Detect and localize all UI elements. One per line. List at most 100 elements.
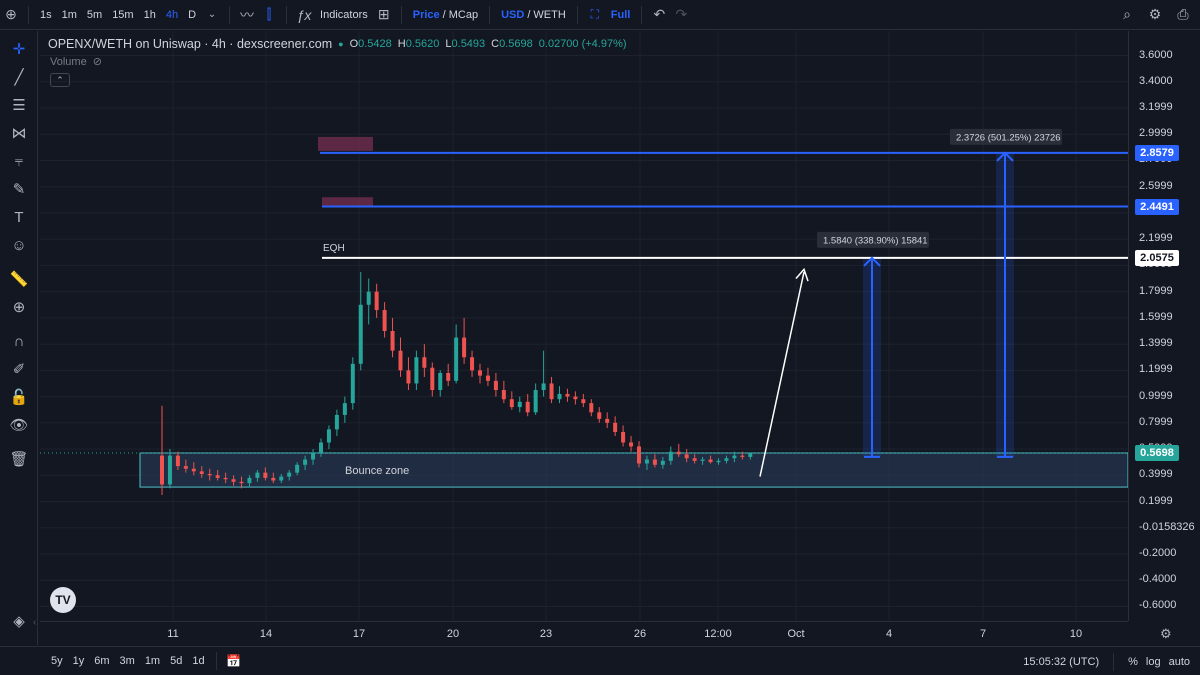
measure-arrow-head (996, 151, 1014, 162)
horizontal-lines-icon[interactable]: ☰ (12, 97, 26, 114)
candle-body (509, 399, 514, 408)
candle-body (191, 468, 196, 472)
range-5d[interactable]: 5d (170, 655, 183, 667)
range-5y[interactable]: 5y (51, 655, 63, 667)
text-tool-icon[interactable]: T (14, 208, 24, 226)
eye-icon[interactable]: 👁 (9, 417, 29, 434)
candle-body (271, 477, 276, 481)
time-tick-label: 26 (633, 628, 647, 640)
log-toggle[interactable]: log (1145, 655, 1161, 668)
time-tick-label: 4 (885, 628, 893, 640)
candle-body (565, 393, 570, 397)
utc-clock[interactable]: 15:05:32 (UTC) (1023, 655, 1100, 668)
interval-1h[interactable]: 1h (143, 8, 156, 21)
eye-hidden-icon[interactable]: ⊘ (92, 56, 102, 68)
candle-body (183, 466, 188, 469)
symbol-title[interactable]: OPENX/WETH on Uniswap · 4h · dexscreener… (48, 37, 333, 51)
range-1d[interactable]: 1d (192, 655, 205, 667)
price-toggle[interactable]: Price (412, 8, 440, 21)
interval-1s[interactable]: 1s (40, 8, 52, 21)
price-tick-label: 2.5999 (1139, 179, 1173, 192)
usd-toggle[interactable]: USD (501, 8, 525, 21)
candle-body (215, 475, 220, 478)
ruler-icon[interactable]: 📏 (9, 271, 29, 288)
time-axis[interactable]: 11 14 17 20 23 26 12:00 Oct 4 7 10 (40, 621, 1128, 645)
indicators-icon[interactable]: ƒx (296, 6, 312, 23)
candle-body (716, 460, 721, 463)
redo-icon[interactable]: ↷ (675, 6, 688, 22)
emoji-icon[interactable]: ☺ (11, 236, 27, 254)
undo-icon[interactable]: ↶ (653, 6, 666, 22)
price-chart[interactable]: EQH Bounce zone 1.5840 (338.90%) 15841 2.37… (40, 31, 1128, 621)
price-tick-label: 1.7999 (1139, 284, 1173, 297)
candle-body (239, 481, 244, 484)
quick-search-icon[interactable]: ⌕ (1123, 6, 1131, 22)
candle-body (366, 291, 371, 305)
range-1m[interactable]: 1m (144, 655, 161, 667)
tradingview-logo[interactable]: TV (50, 587, 76, 613)
range-1y[interactable]: 1y (72, 655, 85, 667)
candle-body (175, 455, 180, 467)
price-tick-label: 3.1999 (1139, 101, 1173, 114)
supply-zone-box (322, 197, 373, 208)
magnet-icon[interactable]: ∩ (13, 332, 25, 350)
settings-gear-icon[interactable]: ⚙ (1160, 626, 1172, 641)
candle-body (692, 458, 697, 461)
price-tick-label: 1.5999 (1139, 310, 1173, 323)
candle-body (160, 455, 164, 485)
interval-4h[interactable]: 4h (165, 8, 179, 21)
fib-icon[interactable]: ⫧ (14, 152, 24, 170)
add-symbol-icon[interactable]: ⊕ (5, 6, 17, 22)
interval-d[interactable]: D (188, 8, 197, 21)
candle-body (382, 310, 387, 331)
brush-icon[interactable]: ✎ (12, 181, 26, 198)
percent-toggle[interactable]: % (1128, 655, 1138, 668)
full-button[interactable]: Full (610, 8, 631, 21)
candle-body (644, 459, 649, 464)
bounce-zone (139, 452, 1128, 488)
pattern-icon[interactable]: ⋈ (11, 125, 27, 142)
mcap-toggle[interactable]: MCap (448, 8, 479, 21)
layouts-grid-icon[interactable]: ⊞ (377, 6, 390, 22)
indicators-button[interactable]: Indicators (320, 8, 368, 21)
candle-body (740, 455, 745, 457)
price-tick-label: 0.3999 (1139, 468, 1173, 481)
candles-chart-type-icon[interactable]: ⫿ (266, 6, 272, 22)
candle-body (311, 452, 316, 460)
camera-icon[interactable]: ⎙ (1177, 6, 1189, 22)
trend-line-icon[interactable]: ╱ (14, 69, 24, 86)
candle-body (597, 412, 602, 419)
calendar-icon[interactable]: 📅 (226, 654, 242, 668)
crosshair-icon[interactable]: ✛ (12, 41, 26, 58)
interval-5m[interactable]: 5m (86, 8, 103, 21)
interval-15m[interactable]: 15m (112, 8, 134, 21)
interval-1m[interactable]: 1m (61, 8, 77, 21)
collapse-legend-button[interactable]: ⌃ (50, 73, 70, 87)
trash-icon[interactable]: 🗑 (9, 451, 29, 468)
gear-icon[interactable]: ⚙ (1148, 6, 1162, 22)
chevron-down-icon[interactable]: ⌄ (207, 9, 217, 20)
candle-body (295, 464, 300, 473)
lock-drawing-icon[interactable]: ✐ (12, 361, 26, 378)
weth-toggle[interactable]: WETH (533, 8, 566, 21)
level-price-tag-top: 2.8579 (1135, 144, 1179, 161)
lock-icon[interactable]: 🔓 (9, 389, 29, 406)
fullscreen-icon[interactable]: ⛶ (590, 7, 599, 21)
range-3m[interactable]: 3m (119, 655, 135, 667)
current-price-tag: 0.5698 (1135, 445, 1179, 461)
scroll-left-icon[interactable]: ‹ (33, 617, 37, 628)
bottom-bar: 5y 1y 6m 3m 1m 5d 1d 📅 15:05:32 (UTC) % … (0, 646, 1200, 675)
range-6m[interactable]: 6m (94, 655, 110, 667)
line-chart-type-icon[interactable]: 〰 (240, 6, 255, 23)
measure-label-1-bg (817, 231, 929, 248)
auto-toggle[interactable]: auto (1168, 655, 1190, 668)
price-axis[interactable]: 3.60003.40003.19992.99992.79992.59992.39… (1128, 31, 1200, 621)
candle-body (422, 357, 427, 368)
price-tick-label: 2.1999 (1139, 232, 1173, 245)
time-tick-label: 17 (352, 628, 366, 640)
layers-icon[interactable]: ◈ (13, 613, 25, 630)
candle-body (525, 401, 530, 413)
zoom-in-icon[interactable]: ⊕ (12, 299, 26, 316)
bounce-zone-label: Bounce zone (345, 465, 409, 477)
candle-body (700, 459, 705, 461)
